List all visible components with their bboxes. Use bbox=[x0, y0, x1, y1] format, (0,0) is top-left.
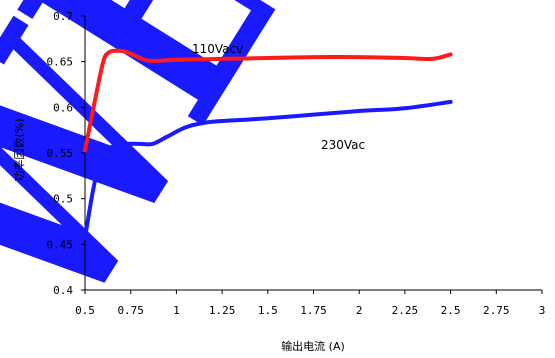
series-line-110vacv bbox=[83, 48, 453, 153]
y-tick-label: 0.45 bbox=[47, 238, 74, 251]
y-axis-ticks: 0.4 0.45 0.5 0.55 0.6 0.65 0.7 bbox=[47, 10, 85, 297]
x-axis-ticks: 0.5 0.75 1 1.25 1.5 1.75 2 2.25 2.5 2.75 3 bbox=[75, 290, 545, 317]
x-tick-label: 2.25 bbox=[392, 304, 419, 317]
x-tick-label: 1.75 bbox=[300, 304, 327, 317]
y-tick-label: 0.7 bbox=[53, 10, 73, 23]
x-tick-label: 3 bbox=[539, 304, 546, 317]
series-label-110vacv: 110Vacv bbox=[192, 42, 243, 56]
y-axis-title: 功率因数(%) bbox=[12, 118, 26, 181]
x-tick-label: 0.75 bbox=[117, 304, 144, 317]
x-axis-title: 输出电流 (A) bbox=[281, 339, 345, 353]
x-tick-label: 1 bbox=[173, 304, 180, 317]
y-tick-label: 0.6 bbox=[53, 101, 73, 114]
x-tick-label: 2.75 bbox=[483, 304, 510, 317]
y-tick-label: 0.5 bbox=[53, 193, 73, 206]
y-tick-label: 0.65 bbox=[47, 56, 74, 69]
y-tick-label: 0.55 bbox=[47, 147, 74, 160]
x-tick-label: 2.5 bbox=[441, 304, 461, 317]
x-tick-label: 2 bbox=[356, 304, 363, 317]
x-tick-label: 1.5 bbox=[258, 304, 278, 317]
x-tick-label: 0.5 bbox=[75, 304, 95, 317]
x-tick-label: 1.25 bbox=[209, 304, 236, 317]
series-layer bbox=[83, 48, 453, 240]
series-label-230vac: 230Vac bbox=[321, 138, 365, 152]
series-line-230vac bbox=[83, 99, 453, 240]
y-tick-label: 0.4 bbox=[53, 284, 73, 297]
